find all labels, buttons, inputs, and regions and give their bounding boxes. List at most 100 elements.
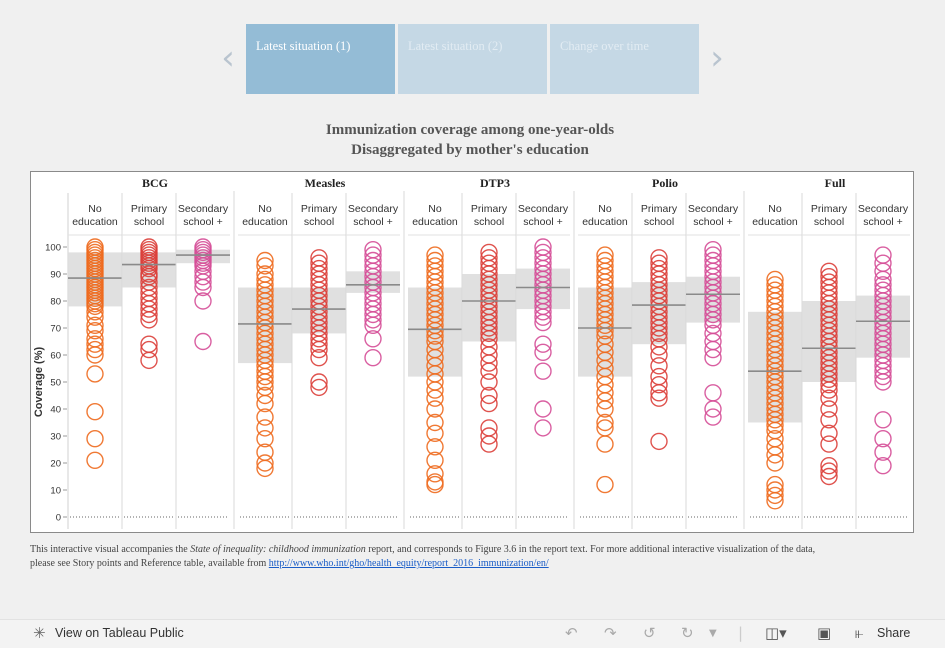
data-point [194, 332, 212, 351]
data-point [480, 362, 498, 380]
data-point [480, 354, 498, 372]
data-point [256, 430, 274, 448]
column-header-polio-0: No education [582, 203, 628, 228]
data-point [704, 348, 722, 367]
data-point [426, 389, 444, 407]
column-header-bcg-2: Secondary school + [178, 203, 229, 228]
data-point [426, 424, 444, 442]
iqr-band [578, 287, 632, 377]
footnote: This interactive visual accompanies the … [30, 543, 830, 571]
data-point [140, 259, 158, 278]
data-point [426, 475, 444, 494]
revert-icon[interactable]: ↺ [643, 624, 656, 642]
next-arrow-chevron-right-icon[interactable]: › [710, 38, 724, 78]
column-header-measles-0: No education [242, 203, 288, 228]
data-point [86, 430, 104, 448]
data-point [426, 400, 444, 418]
data-point [874, 411, 892, 429]
data-point [820, 462, 838, 480]
prev-arrow-chevron-left-icon[interactable]: ‹ [221, 38, 235, 78]
data-point [874, 457, 892, 475]
iqr-band [686, 276, 740, 323]
data-point [480, 319, 498, 337]
chart: Coverage (%) 0 10 20 30 40 50 60 70 80 90 100 BCG No e… [30, 171, 914, 533]
data-point [534, 313, 552, 332]
data-point [256, 386, 274, 405]
chart-title: Immunization coverage among one-year-old… [325, 122, 615, 138]
data-point [596, 475, 614, 494]
data-point [256, 459, 274, 478]
footnote-text-before: This interactive visual accompanies the [30, 544, 191, 555]
dropdown-icon[interactable]: ▼ [709, 628, 717, 639]
y-tick-label: 0 [56, 513, 61, 524]
column-header-measles-2: Secondary school + [348, 203, 399, 228]
tableau-toolbar: ✳ View on Tableau Public ↶ ↷ ↺ ↻ ▼ | ◫▾ … [0, 619, 945, 648]
fullscreen-icon[interactable]: ▣ [817, 624, 832, 642]
data-point [596, 400, 614, 418]
data-point [820, 424, 838, 442]
column-header-bcg-0: No education [72, 203, 118, 228]
data-point [820, 389, 838, 407]
data-point [364, 316, 382, 335]
data-point [86, 321, 104, 340]
tab-latest-situation-2[interactable]: Latest situation (2) [398, 24, 547, 94]
data-point [310, 330, 328, 348]
data-point [426, 327, 444, 345]
data-point [820, 467, 838, 486]
data-point [86, 346, 104, 364]
iqr-band [408, 287, 462, 377]
data-point [194, 278, 212, 297]
data-point [766, 454, 784, 472]
data-point [820, 435, 838, 453]
share-button[interactable]: Share [877, 626, 911, 640]
data-point [874, 373, 892, 391]
data-point [426, 321, 444, 340]
y-tick-label: 80 [50, 297, 61, 308]
refresh-icon[interactable]: ↻ [681, 624, 694, 642]
tableau-logo-icon[interactable]: ✳ [33, 624, 46, 642]
data-point [874, 443, 892, 461]
data-point [310, 340, 328, 359]
data-point [534, 308, 552, 326]
data-point [766, 486, 784, 505]
data-point [194, 267, 212, 286]
data-point [596, 316, 614, 335]
data-point [86, 451, 104, 469]
data-point [310, 348, 328, 367]
data-point [820, 370, 838, 389]
y-tick-label: 90 [50, 270, 61, 281]
data-point [364, 348, 382, 367]
iqr-band [516, 268, 570, 310]
data-point [766, 481, 784, 499]
group-header-measles: Measles [305, 176, 346, 190]
data-point [650, 375, 668, 394]
tab-latest-situation-1[interactable]: Latest situation (1) [246, 24, 395, 94]
footnote-link[interactable]: http://www.who.int/gho/health_equity/rep… [268, 558, 549, 569]
column-header-dtp3-0: No education [412, 203, 458, 228]
column-header-full-0: No education [752, 203, 798, 228]
data-point [480, 427, 498, 445]
undo-icon[interactable]: ↶ [565, 624, 578, 642]
y-tick-label: 40 [50, 405, 61, 416]
data-point [310, 373, 328, 391]
data-point [426, 451, 444, 469]
data-point [310, 378, 328, 397]
column-header-full-1: Primary school [811, 203, 848, 228]
data-point [140, 300, 158, 318]
share-icon[interactable]: ⫦ [855, 624, 864, 642]
column-header-polio-1: Primary school [641, 203, 678, 228]
data-point [480, 394, 498, 413]
download-icon[interactable]: ◫▾ [765, 624, 787, 642]
data-point [534, 400, 552, 418]
redo-icon[interactable]: ↷ [604, 624, 617, 642]
iqr-band [176, 249, 230, 264]
data-point [766, 492, 784, 510]
data-point [256, 373, 274, 391]
tab-change-over-time[interactable]: Change over time [550, 24, 699, 94]
y-tick-label: 10 [50, 486, 61, 497]
data-point [194, 292, 212, 310]
data-point [426, 465, 444, 483]
view-on-tableau-public-link[interactable]: View on Tableau Public [55, 626, 184, 640]
data-point [310, 335, 328, 353]
data-point [650, 324, 668, 343]
